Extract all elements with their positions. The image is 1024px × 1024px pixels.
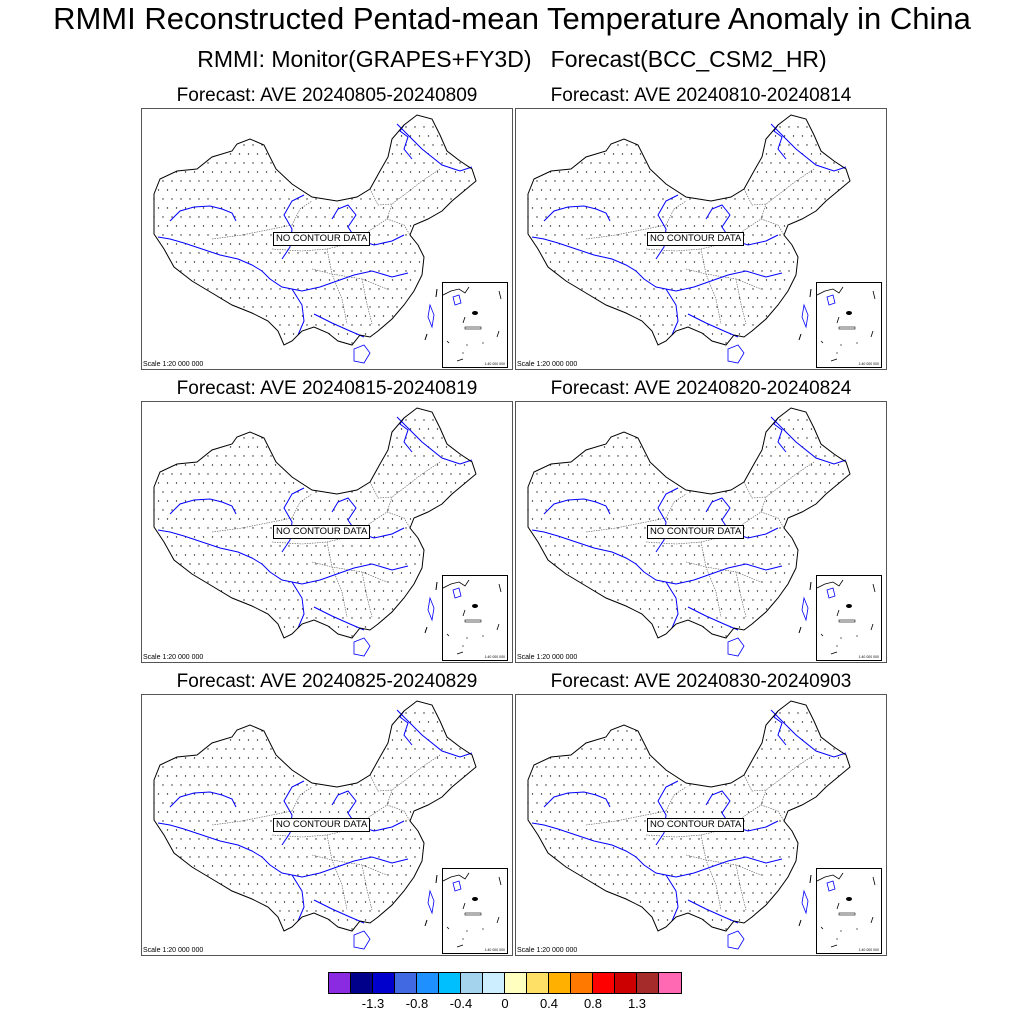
scale-label: Scale 1:20 000 000 bbox=[517, 947, 578, 954]
colorbar-label: -1.3 bbox=[361, 996, 385, 1011]
colorbar-label: 0.8 bbox=[583, 996, 603, 1011]
china-border bbox=[527, 700, 851, 932]
china-border bbox=[527, 114, 851, 346]
china-map bbox=[527, 114, 851, 364]
south-china-sea-inset: 1:40 000 000 bbox=[442, 282, 508, 368]
colorbar-swatch bbox=[417, 973, 439, 993]
colorbar-swatch bbox=[505, 973, 527, 993]
scale-label: Scale 1:20 000 000 bbox=[517, 361, 578, 368]
colorbar-swatch bbox=[571, 973, 593, 993]
no-contour-data-label: NO CONTOUR DATA bbox=[647, 232, 745, 246]
scale-label: Scale 1:20 000 000 bbox=[517, 654, 578, 661]
colorbar-label: 0 bbox=[501, 996, 509, 1011]
colorbar-swatch bbox=[637, 973, 659, 993]
inset-scale-label: 1:40 000 000 bbox=[858, 362, 879, 366]
colorbar-label: -0.4 bbox=[449, 996, 473, 1011]
south-china-sea-inset: 1:40 000 000 bbox=[816, 282, 882, 368]
china-border bbox=[153, 700, 477, 932]
china-map bbox=[153, 407, 477, 657]
panel-title: Forecast: AVE 20240830-20240903 bbox=[550, 671, 852, 692]
inset-scale-label: 1:40 000 000 bbox=[858, 948, 879, 952]
south-china-sea-inset: 1:40 000 000 bbox=[442, 575, 508, 661]
no-contour-data-label: NO CONTOUR DATA bbox=[273, 525, 371, 539]
colorbar-swatch bbox=[395, 973, 417, 993]
colorbar-label: 0.4 bbox=[539, 996, 559, 1011]
panel-title: Forecast: AVE 20240805-20240809 bbox=[176, 85, 478, 106]
no-contour-data-label: NO CONTOUR DATA bbox=[647, 525, 745, 539]
scale-label: Scale 1:20 000 000 bbox=[143, 654, 204, 661]
colorbar-swatch bbox=[329, 973, 351, 993]
colorbar-swatch bbox=[439, 973, 461, 993]
scale-label: Scale 1:20 000 000 bbox=[143, 947, 204, 954]
colorbar bbox=[328, 972, 682, 994]
colorbar-swatch bbox=[373, 973, 395, 993]
colorbar-swatch bbox=[527, 973, 549, 993]
south-china-sea-inset: 1:40 000 000 bbox=[816, 868, 882, 954]
china-border bbox=[153, 407, 477, 639]
china-border bbox=[153, 114, 477, 346]
china-map bbox=[153, 114, 477, 364]
china-border bbox=[527, 407, 851, 639]
main-title: RMMI Reconstructed Pentad-mean Temperatu… bbox=[53, 1, 971, 36]
colorbar-swatch bbox=[549, 973, 571, 993]
colorbar-swatch bbox=[351, 973, 373, 993]
colorbar-label: -0.8 bbox=[405, 996, 429, 1011]
south-china-sea-inset: 1:40 000 000 bbox=[442, 868, 508, 954]
map-frame: NO CONTOUR DATA Scale 1:20 000 000 1:40 00… bbox=[515, 108, 887, 370]
subtitle: RMMI: Monitor(GRAPES+FY3D) Forecast(BCC_… bbox=[197, 46, 827, 72]
colorbar-swatch bbox=[593, 973, 615, 993]
scale-label: Scale 1:20 000 000 bbox=[143, 361, 204, 368]
map-frame: NO CONTOUR DATA Scale 1:20 000 000 1:40 00… bbox=[141, 108, 513, 370]
no-contour-data-label: NO CONTOUR DATA bbox=[273, 232, 371, 246]
map-frame: NO CONTOUR DATA Scale 1:20 000 000 1:40 00… bbox=[515, 401, 887, 663]
colorbar-swatch bbox=[483, 973, 505, 993]
inset-scale-label: 1:40 000 000 bbox=[484, 948, 505, 952]
colorbar-label: 1.3 bbox=[627, 996, 647, 1011]
map-frame: NO CONTOUR DATA Scale 1:20 000 000 1:40 00… bbox=[141, 694, 513, 956]
colorbar-swatch bbox=[659, 973, 681, 993]
map-frame: NO CONTOUR DATA Scale 1:20 000 000 1:40 00… bbox=[515, 694, 887, 956]
no-contour-data-label: NO CONTOUR DATA bbox=[273, 818, 371, 832]
china-map bbox=[527, 407, 851, 657]
inset-scale-label: 1:40 000 000 bbox=[484, 362, 505, 366]
map-frame: NO CONTOUR DATA Scale 1:20 000 000 1:40 00… bbox=[141, 401, 513, 663]
panel-title: Forecast: AVE 20240810-20240814 bbox=[550, 85, 852, 106]
china-map bbox=[527, 700, 851, 950]
panel-title: Forecast: AVE 20240815-20240819 bbox=[176, 378, 478, 399]
china-map bbox=[153, 700, 477, 950]
inset-scale-label: 1:40 000 000 bbox=[858, 655, 879, 659]
south-china-sea-inset: 1:40 000 000 bbox=[816, 575, 882, 661]
colorbar-swatch bbox=[461, 973, 483, 993]
inset-scale-label: 1:40 000 000 bbox=[484, 655, 505, 659]
panel-title: Forecast: AVE 20240820-20240824 bbox=[550, 378, 852, 399]
no-contour-data-label: NO CONTOUR DATA bbox=[647, 818, 745, 832]
colorbar-swatch bbox=[615, 973, 637, 993]
panel-title: Forecast: AVE 20240825-20240829 bbox=[176, 671, 478, 692]
